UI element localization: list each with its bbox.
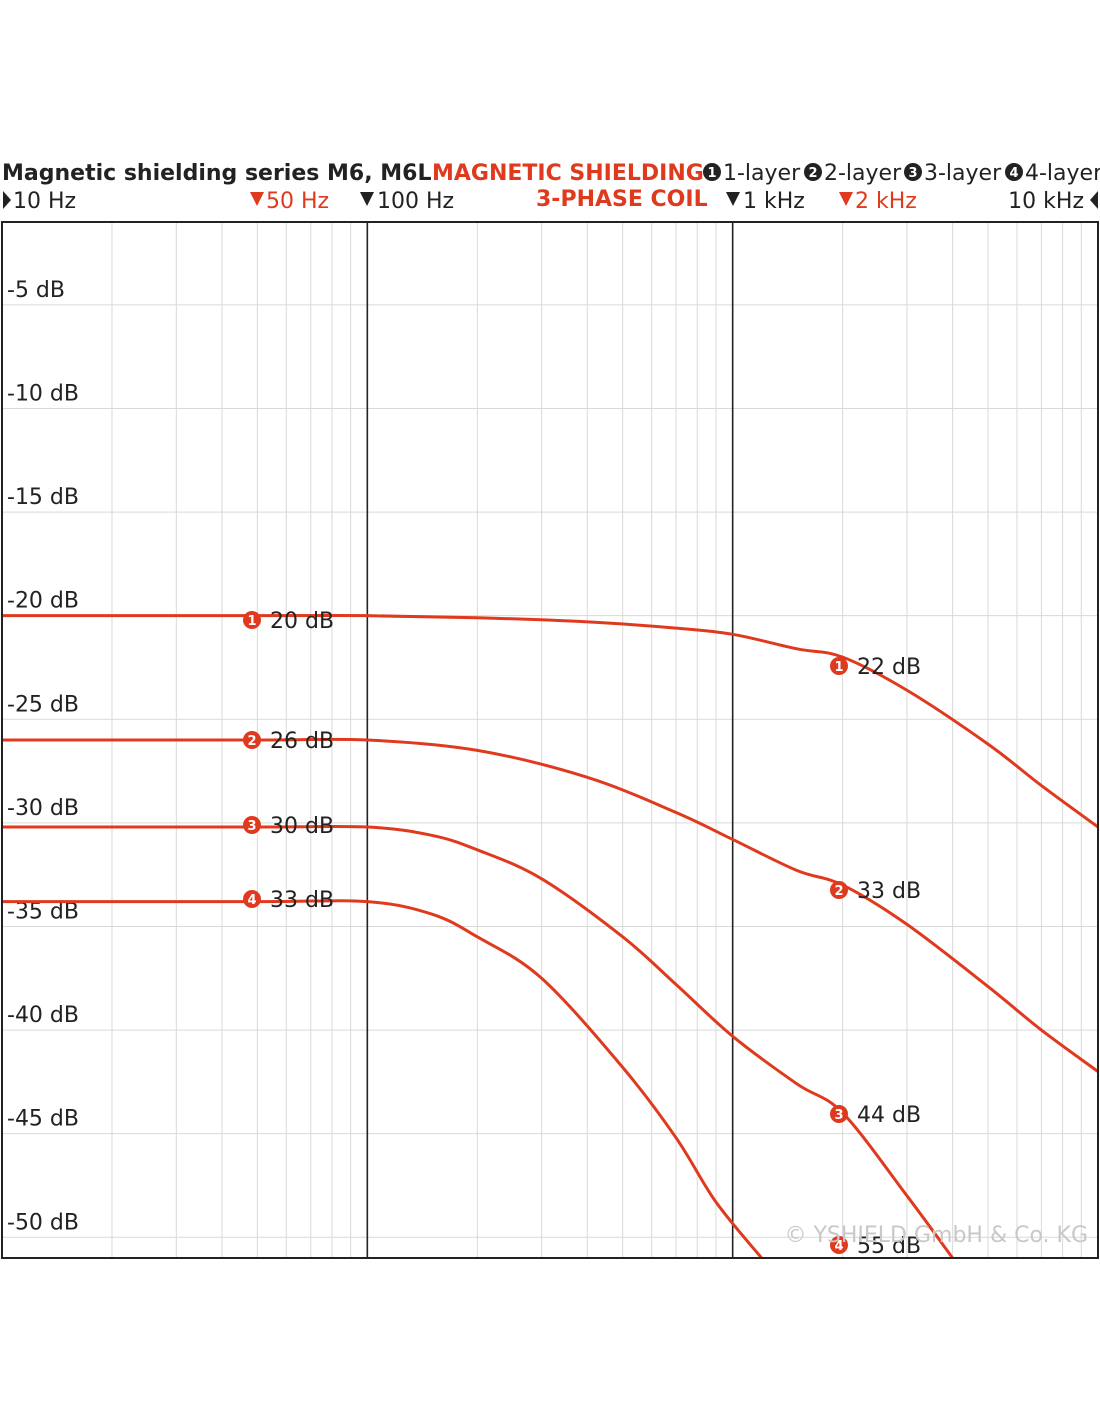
annotation-badge-3 xyxy=(830,1105,848,1123)
curves xyxy=(2,614,1098,1258)
annotation-badge-num: 1 xyxy=(247,614,256,629)
legend-label-4: 4-layer xyxy=(1025,161,1100,186)
plot-frame xyxy=(1,221,1099,1259)
decade-lines xyxy=(366,222,734,1258)
freq-arrow-1khz-icon xyxy=(726,192,740,206)
legend-item-3-layer: 3 3-layer xyxy=(904,161,1002,186)
chart-subtitle-line-2: 3-PHASE COIL xyxy=(536,187,708,212)
frequency-markers: 10 Hz 50 Hz 100 Hz 1 kHz 2 kHz 10 kHz xyxy=(3,189,1098,214)
annotation-badge-2 xyxy=(243,731,261,749)
curve-annotations: 1 20 dB 2 26 dB 3 30 dB 4 33 dB 1 22 dB 2 33 dB 3 44 … xyxy=(243,609,921,1259)
annotation-badge-num: 2 xyxy=(247,734,256,749)
y-tick-label: -40 dB xyxy=(7,1003,79,1028)
legend-badge-3-num: 3 xyxy=(908,166,917,181)
annotation-value-label: 33 dB xyxy=(270,888,334,913)
y-tick-label: -50 dB xyxy=(7,1210,79,1235)
legend-badge-3 xyxy=(904,163,922,181)
series-line-2-layer xyxy=(2,737,1098,1074)
legend-badge-1 xyxy=(703,163,721,181)
legend-label-2: 2-layer xyxy=(824,161,902,186)
legend-item-4-layer: 4 4-layer xyxy=(1005,161,1100,186)
annotation-badge-num: 1 xyxy=(834,660,843,675)
y-tick-label: -35 dB xyxy=(7,899,79,924)
annotation-badge-num: 4 xyxy=(834,1239,843,1254)
y-tick-labels: -5 dB -10 dB -15 dB -20 dB -25 dB -30 dB -35 d… xyxy=(7,278,79,1235)
freq-arrow-2khz-icon xyxy=(839,192,853,206)
legend-item-1-layer: 1 1-layer xyxy=(703,161,801,186)
legend-label-3: 3-layer xyxy=(924,161,1002,186)
y-tick-label: -45 dB xyxy=(7,1107,79,1132)
freq-label-2khz: 2 kHz xyxy=(855,189,917,214)
annotation-badge-4 xyxy=(830,1236,848,1254)
freq-label-10hz: 10 Hz xyxy=(13,189,76,214)
legend-badge-2-num: 2 xyxy=(808,166,817,181)
series-line-1-layer xyxy=(2,614,1098,829)
y-tick-label: -25 dB xyxy=(7,692,79,717)
y-tick-label: -10 dB xyxy=(7,381,79,406)
annotation-badge-2 xyxy=(830,881,848,899)
annotation-value-label: 22 dB xyxy=(857,655,921,680)
freq-label-1khz: 1 kHz xyxy=(743,189,805,214)
freq-arrow-50hz-icon xyxy=(250,192,264,206)
y-tick-label: -20 dB xyxy=(7,589,79,614)
legend-item-2-layer: 2 2-layer xyxy=(804,161,902,186)
freq-label-10khz: 10 kHz xyxy=(1008,189,1084,214)
watermark: © YSHIELD GmbH & Co. KG xyxy=(784,1223,1088,1248)
annotation-badge-1 xyxy=(243,611,261,629)
freq-arrow-10hz-icon xyxy=(3,191,11,209)
annotation-value-label: 20 dB xyxy=(270,609,334,634)
annotation-badge-num: 2 xyxy=(834,884,843,899)
annotation-value-label: 44 dB xyxy=(857,1103,921,1128)
freq-arrow-10khz-icon xyxy=(1090,191,1098,209)
y-tick-label: -15 dB xyxy=(7,485,79,510)
legend: 1 1-layer 2 2-layer 3 3-layer 4 4-layer xyxy=(703,161,1100,186)
annotation-value-label: 30 dB xyxy=(270,814,334,839)
legend-badge-4 xyxy=(1005,163,1023,181)
freq-arrow-100hz-icon xyxy=(360,192,374,206)
annotation-badge-4 xyxy=(243,890,261,908)
legend-badge-2 xyxy=(804,163,822,181)
annotation-badge-num: 4 xyxy=(247,893,256,908)
annotation-badge-num: 3 xyxy=(834,1108,843,1123)
series-line-4-layer xyxy=(2,899,764,1258)
y-tick-label: -30 dB xyxy=(7,796,79,821)
annotation-value-label: 26 dB xyxy=(270,729,334,754)
freq-label-50hz: 50 Hz xyxy=(266,189,329,214)
chart-subtitle-line-1: MAGNETIC SHIELDING xyxy=(432,161,704,186)
legend-label-1: 1-layer xyxy=(723,161,801,186)
annotation-value-label: 55 dB xyxy=(857,1234,921,1259)
legend-badge-1-num: 1 xyxy=(707,166,716,181)
annotation-badge-1 xyxy=(830,657,848,675)
y-tick-label: -5 dB xyxy=(7,278,65,303)
annotation-badge-3 xyxy=(243,816,261,834)
annotation-value-label: 33 dB xyxy=(857,879,921,904)
legend-badge-4-num: 4 xyxy=(1009,166,1018,181)
freq-label-100hz: 100 Hz xyxy=(377,189,454,214)
plot-area: -5 dB -10 dB -15 dB -20 dB -25 dB -30 dB -35 d… xyxy=(1,221,1099,1259)
annotation-badge-num: 3 xyxy=(247,819,256,834)
grid-lines xyxy=(2,222,1098,1258)
chart-title: Magnetic shielding series M6, M6L xyxy=(2,161,431,186)
